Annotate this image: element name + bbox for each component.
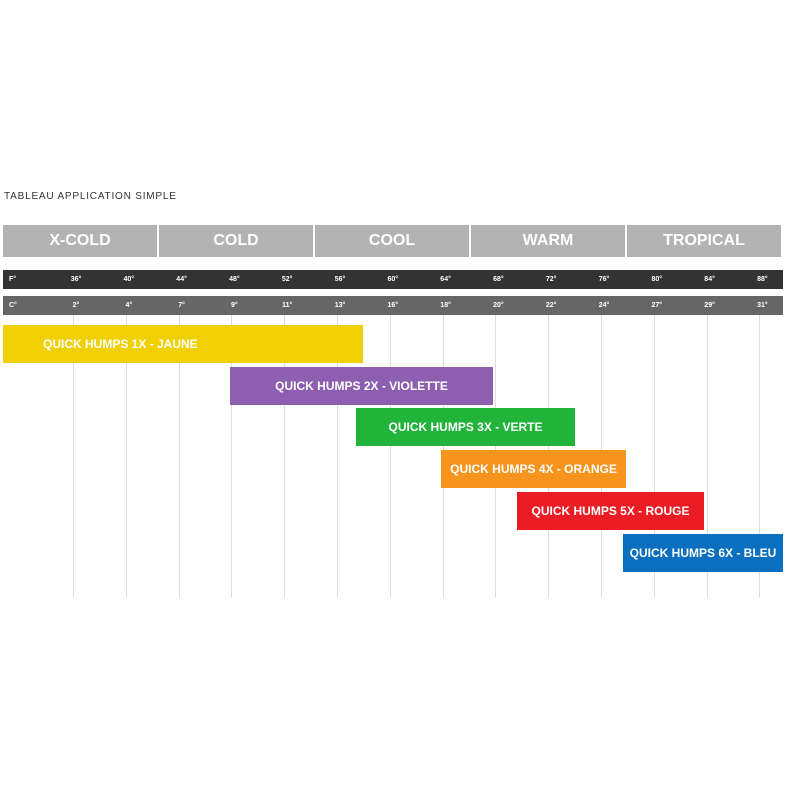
fahrenheit-label: 48°	[229, 276, 240, 283]
fahrenheit-label: 80°	[651, 276, 663, 283]
fahrenheit-label: 88°	[757, 276, 768, 283]
fahrenheit-label: 64°	[440, 276, 451, 283]
celsius-label: 24°	[598, 302, 610, 309]
celsius-label: 16°	[387, 302, 399, 309]
celsius-label: 13°	[334, 302, 346, 309]
celsius-label: 29°	[704, 302, 715, 309]
celsius-label: 27°	[651, 302, 663, 309]
zone-header: X-COLD	[3, 225, 159, 257]
fahrenheit-label: 52°	[281, 276, 293, 283]
celsius-label: 18°	[440, 302, 451, 309]
grid-line	[653, 315, 655, 597]
fahrenheit-label: 76°	[598, 276, 610, 283]
fahrenheit-label: 68°	[493, 276, 504, 283]
celsius-label: 4°	[125, 302, 133, 309]
celsius-label: 2°	[72, 302, 80, 309]
celsius-label: 22°	[545, 302, 557, 309]
grid-line	[389, 315, 391, 597]
unit-label: F°	[9, 276, 17, 283]
zone-header: TROPICAL	[627, 225, 783, 257]
celsius-label: 11°	[282, 302, 293, 309]
grid-line	[284, 315, 286, 597]
product-bar: QUICK HUMPS 5X - ROUGE	[517, 492, 704, 530]
grid-line	[125, 315, 127, 597]
fahrenheit-label: 44°	[176, 276, 187, 283]
product-bar: QUICK HUMPS 6X - BLEU	[623, 534, 783, 572]
fahrenheit-label: 40°	[123, 276, 135, 283]
fahrenheit-label: 36°	[70, 276, 82, 283]
grid-line	[337, 315, 338, 597]
grid-line	[73, 315, 74, 597]
product-bar: QUICK HUMPS 3X - VERTE	[356, 408, 575, 446]
grid-line	[759, 315, 761, 597]
grid-line	[178, 315, 180, 597]
fahrenheit-label: 56°	[334, 276, 346, 283]
celsius-label: 20°	[493, 302, 504, 309]
celsius-label: 7°	[178, 302, 185, 309]
grid-line	[706, 315, 708, 597]
zone-header: COLD	[159, 225, 315, 257]
unit-label: C°	[9, 302, 17, 309]
product-bar: QUICK HUMPS 4X - ORANGE	[441, 450, 626, 488]
product-bar: QUICK HUMPS 2X - VIOLETTE	[230, 367, 493, 405]
celsius-label: 9°	[231, 302, 238, 309]
title: TABLEAU APPLICATION SIMPLE	[4, 191, 177, 202]
product-bar: QUICK HUMPS 1X - JAUNE	[3, 325, 363, 363]
zone-header: COOL	[315, 225, 471, 257]
celsius-label: 31°	[757, 302, 768, 309]
fahrenheit-row: F° 36° 40° 44° 48° 52° 56° 60° 64° 68° 72° 76° 80° 84…	[3, 270, 783, 289]
zone-header: WARM	[471, 225, 627, 257]
celsius-row: C° 2° 4° 7° 9° 11° 13° 16° 18° 20° 22° 24° 27° 29° 31°	[3, 296, 783, 315]
fahrenheit-label: 84°	[704, 276, 715, 283]
fahrenheit-label: 72°	[545, 276, 557, 283]
fahrenheit-label: 60°	[387, 276, 399, 283]
grid-line	[231, 315, 233, 597]
